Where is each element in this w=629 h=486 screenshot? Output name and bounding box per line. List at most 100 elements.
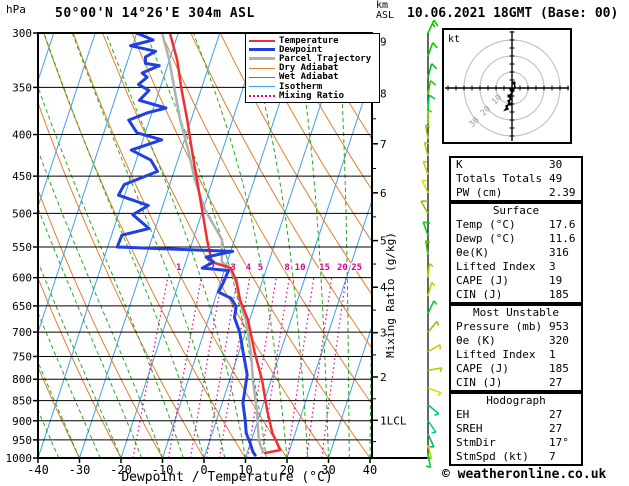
stat-value: 185 [549,362,569,375]
stat-value: 17° [549,436,569,449]
wind-barb [425,453,432,469]
temperature-tick-label: 10 [238,463,252,477]
stat-row: CIN (J) 27 [451,376,581,390]
pressure-tick-label: 500 [12,207,32,220]
sounding-curves [115,34,282,457]
stat-row: Lifted Index 3 [451,260,581,274]
stat-row: StmSpd (kt) 7 [451,450,581,464]
stat-label: PW (cm) [456,186,503,199]
mixing-ratio-label: 4 [246,263,252,273]
wind-barb [427,420,437,434]
stat-value: 30 [549,158,563,171]
wind-barb [427,281,436,297]
stat-label: Temp (°C) [456,218,516,231]
legend-line-swatch [249,39,275,42]
stat-row: Temp (°C) 17.6 [451,218,581,232]
pressure-tick-label: 900 [12,415,32,428]
pressure-tick-label: 600 [12,272,32,285]
stat-value: 27 [549,376,563,389]
wind-barb [427,344,441,353]
legend-item-label: Mixing Ratio [279,90,345,101]
stat-label: Lifted Index [456,348,536,361]
legend-line-swatch [249,57,275,61]
legend-item-label: Parcel Trajectory [279,53,372,64]
stat-label: SREH [456,422,483,435]
km-tick-label: 8 [380,87,387,100]
mixing-ratio-label: 20 [337,263,348,273]
altitude-axis-unit: km ASL [376,1,394,21]
temperature-tick-label: -30 [69,463,91,477]
stat-box-hodograph-stats: Hodograph EH 27 SREH 27 StmDir 17° StmSpd (kt) 7 [449,392,583,466]
stat-box-title: Most Unstable [472,306,560,319]
wind-barb [423,141,429,157]
stat-row: EH 27 [451,408,581,422]
pressure-tick-label: 650 [12,300,32,313]
stat-value: 320 [549,334,569,347]
km-tick-label: 6 [380,187,387,200]
wet-adiabat-line [193,34,288,457]
wet-adiabat-line [245,34,309,457]
km-tick-label: 9 [380,36,387,49]
hodograph-trace-marker [507,94,511,98]
wind-barb [427,367,443,373]
temperature-tick-label: 40 [363,463,377,477]
hodograph-trace-marker [512,81,516,85]
stats-panel: K 30 Totals Totals 49 PW (cm) 2.39 Surface Temp… [449,156,583,466]
mixing-ratio-line [287,277,315,457]
legend-line-swatch [249,67,275,69]
stat-row: Dewp (°C) 11.6 [451,232,581,246]
pressure-tick-label: 400 [12,129,32,142]
km-tick-label: 7 [380,138,387,151]
legend-item: Dry Adiabat [249,63,379,74]
legend-item: Isotherm [249,82,379,92]
stat-box-most-unstable: Most Unstable Pressure (mb) 953 θe (K) 320 Li… [449,304,583,392]
pressure-tick-label: 350 [12,81,32,94]
x-axis-title: Dewpoint / Temperature (°C) [121,470,332,485]
mixing-ratio-label: 10 [295,263,306,273]
stat-value: 17.6 [549,218,576,231]
stat-label: CAPE (J) [456,274,509,287]
isotherm-line [286,201,371,457]
wind-barb [422,221,431,236]
temperature-tick-label: -10 [152,463,174,477]
mixing-ratio-label: 3 [230,263,235,273]
wet-adiabat-line [39,262,122,457]
dry-adiabat-line [279,34,371,190]
km-tick-label: 3 [380,327,387,340]
mixing-ratio-line [321,277,347,457]
mixing-ratio-line [189,277,223,457]
legend-item: Parcel Trajectory [249,53,379,64]
mixing-ratio-line [261,277,290,457]
dry-adiabat-line [220,34,371,295]
stat-value: 3 [549,260,556,273]
stat-row: SREH 27 [451,422,581,436]
stat-row: CAPE (J) 19 [451,274,581,288]
wind-barb [427,63,438,78]
isotherm-line [245,76,371,457]
wind-barb [424,240,431,255]
wind-barb [427,433,435,448]
stat-label: Pressure (mb) [456,320,543,333]
mixing-ratio-label: 8 [284,263,289,273]
stat-box-title: Surface [492,204,540,217]
isotherm-line [328,327,371,457]
sounding-datetime: 10.06.2021 18GMT (Base: 00) [407,6,619,21]
wet-adiabat-line [72,34,226,457]
wet-adiabat-line [39,314,101,457]
legend-line-swatch [249,76,275,78]
wet-adiabat-line [39,209,142,457]
stat-row: PW (cm) 2.39 [451,186,581,200]
wind-barb [427,109,433,124]
wind-barb [421,179,429,194]
stat-value: 2.39 [549,186,576,199]
stat-row: Pressure (mb) 953 [451,320,581,334]
wind-barb [427,263,434,278]
legend-item-label: Dry Adiabat [279,63,339,74]
legend-box: Temperature Dewpoint Parcel Trajectory Dry … [245,33,380,104]
km-tick-label: 1LCL [380,414,407,427]
temperature-curve [168,34,282,455]
wind-barb [420,200,429,214]
stat-label: Dewp (°C) [456,232,516,245]
stat-value: 11.6 [549,232,576,245]
